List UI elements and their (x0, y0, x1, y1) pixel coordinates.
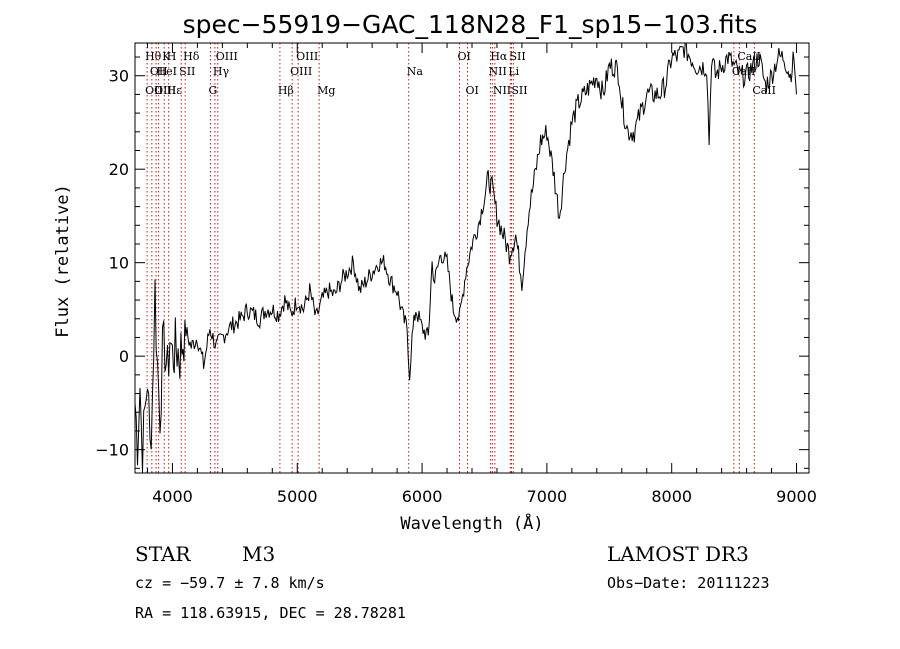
y-axis-ticks: −10 0 10 20 30 (95, 56, 809, 469)
line-marker-label: SII (509, 50, 525, 63)
line-marker-label: OI (458, 50, 471, 63)
line-marker-label: Hα (490, 50, 508, 63)
y-tick-label: 20 (109, 160, 129, 179)
line-marker-label: CaII (752, 84, 776, 97)
line-marker-label: OIII (154, 84, 176, 97)
line-marker-label: Mg (317, 84, 335, 97)
line-marker-label: OIII (296, 50, 318, 63)
x-tick-label: 5000 (277, 487, 318, 506)
y-axis-label: Flux (relative) (53, 184, 73, 338)
x-tick-label: 7000 (527, 487, 568, 506)
y-tick-label: −10 (95, 441, 129, 460)
line-marker-label: SII (179, 65, 195, 78)
line-marker-label: K (162, 50, 171, 63)
survey-name: LAMOST DR3 (607, 542, 749, 566)
sky-coordinates: RA = 118.63915, DEC = 28.78281 (135, 604, 406, 622)
x-tick-label: 8000 (651, 487, 692, 506)
emission-line-markers: HθOIIOIIOIIIHeIKHHεSIIHδGHγOIIIHβOIIIOII… (145, 43, 776, 473)
redshift-cz: cz = −59.7 ± 7.8 km/s (135, 574, 325, 592)
y-tick-label: 10 (109, 254, 129, 273)
line-marker-label: NII (488, 65, 506, 78)
line-marker-label: NII (493, 84, 511, 97)
spectrum-line-group (134, 42, 797, 474)
line-marker-label: CaII (737, 50, 761, 63)
star-class: STAR (135, 542, 191, 566)
line-marker-label: Hβ (278, 84, 294, 97)
y-tick-label: 0 (119, 347, 129, 366)
x-tick-label: 9000 (776, 487, 817, 506)
line-marker-label: Hδ (183, 50, 200, 63)
line-marker-label: G (209, 84, 218, 97)
x-tick-label: 6000 (402, 487, 443, 506)
line-marker-label: OIII (216, 50, 238, 63)
x-tick-label: 4000 (152, 487, 193, 506)
observation-date: Obs−Date: 20111223 (607, 574, 770, 592)
line-marker-label: Hγ (213, 65, 230, 78)
y-tick-label: 30 (109, 67, 129, 86)
line-marker-label: H (167, 50, 177, 63)
line-marker-label: Hθ (145, 50, 162, 63)
line-marker-label: OI (466, 84, 479, 97)
line-marker-label: SII (511, 84, 527, 97)
x-axis-ticks: 4000 5000 6000 7000 8000 9000 (146, 43, 817, 506)
line-marker-label: HeI (157, 65, 177, 78)
line-marker-label: OIII (290, 65, 312, 78)
line-marker-label: Na (407, 65, 424, 78)
line-marker-label: Hε (167, 84, 183, 97)
chart-title: spec−55919−GAC_118N28_F1_sp15−103.fits (183, 10, 758, 39)
line-marker-label: Li (508, 65, 519, 78)
star-subclass: M3 (242, 542, 275, 566)
x-axis-label: Wavelength (Å) (400, 512, 543, 534)
spectrum-line (134, 42, 797, 474)
